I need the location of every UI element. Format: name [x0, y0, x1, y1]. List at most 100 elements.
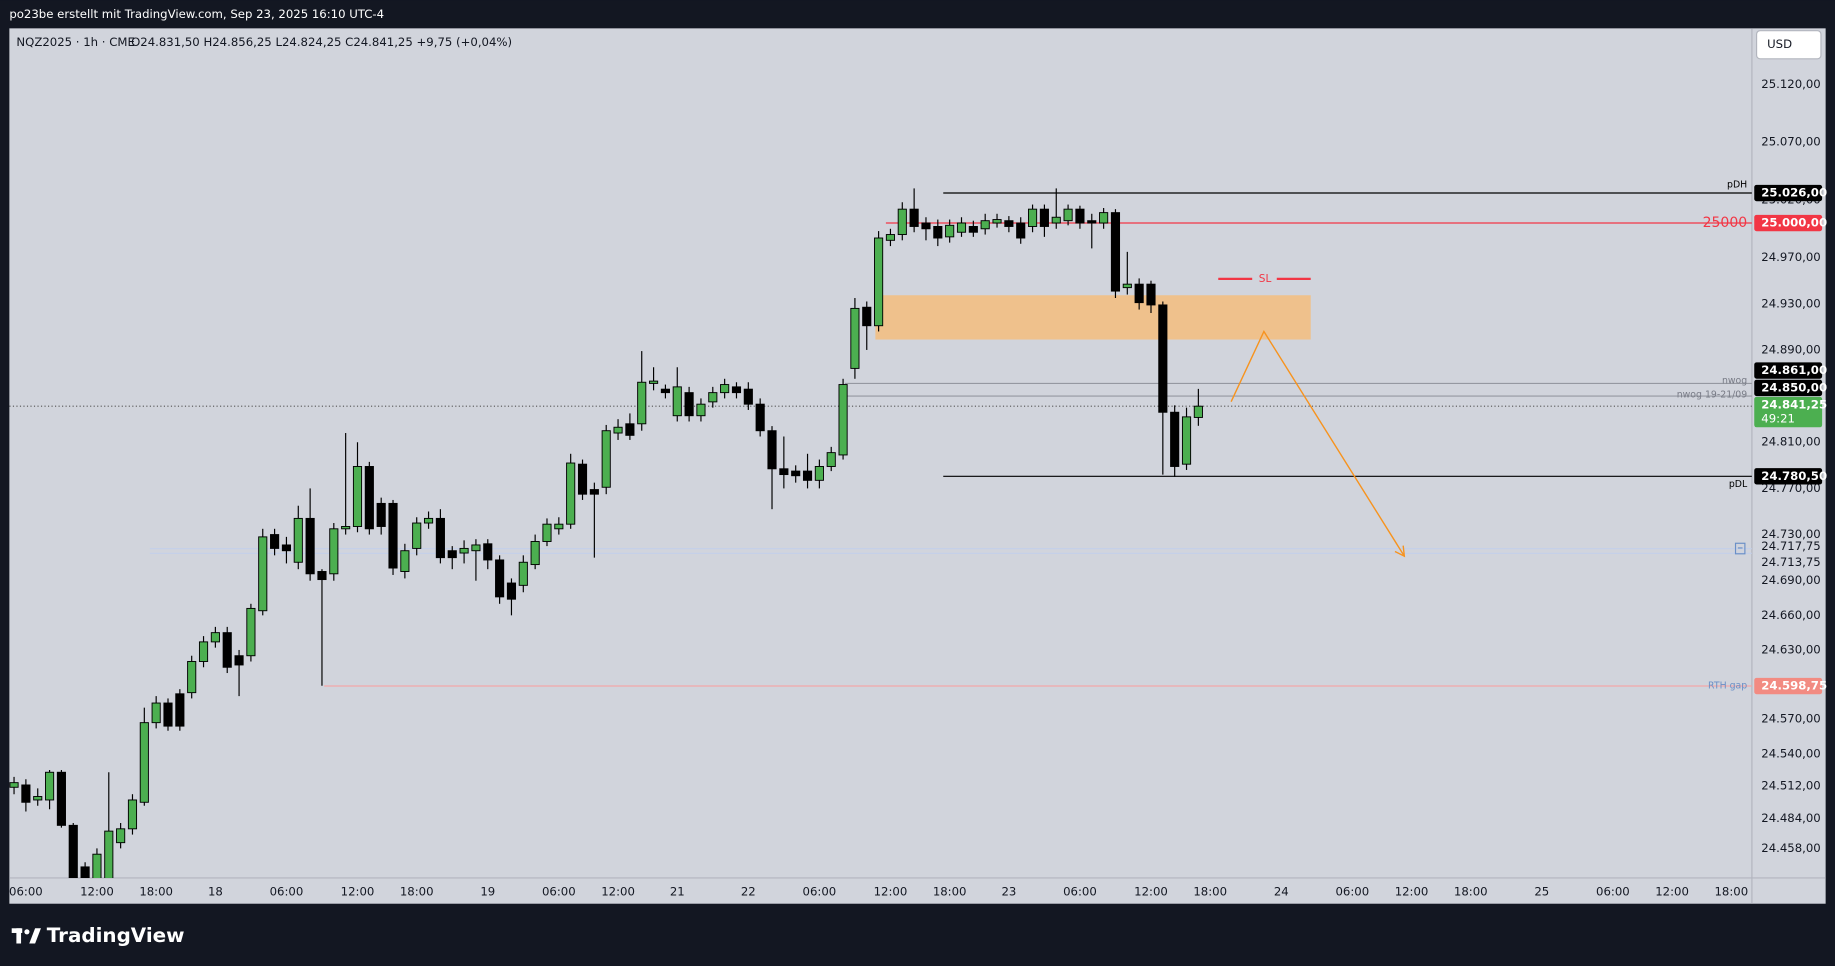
candle-body [1075, 208, 1085, 224]
x-tick-label: 18:00 [1193, 885, 1227, 899]
candle-body [1051, 216, 1061, 224]
candle-body [897, 208, 907, 236]
candle-body [554, 523, 564, 530]
candle-body [791, 470, 801, 477]
candle-body [293, 517, 303, 563]
candle-body [139, 722, 149, 803]
x-tick-label: 12:00 [341, 885, 375, 899]
level-name: nwog 19-21/09 [1677, 389, 1748, 400]
candle-body [45, 771, 55, 801]
price-badge [1754, 184, 1823, 202]
x-tick-label: 12:00 [1134, 885, 1168, 899]
candle-body [1110, 212, 1121, 292]
x-tick-label: 18:00 [1454, 885, 1488, 899]
price-badge [1754, 362, 1823, 379]
candle-body [838, 384, 848, 456]
level-name: RTH gap [1708, 681, 1747, 692]
candle-body [577, 463, 588, 495]
chart-background [9, 28, 1826, 904]
candle-body [222, 632, 232, 668]
x-tick-label: 06:00 [1335, 885, 1369, 899]
price-badge-label: 25.026,00 [1761, 186, 1827, 200]
candle-body [945, 224, 955, 238]
candle-body [1087, 220, 1097, 224]
x-tick-label: 23 [1001, 885, 1016, 899]
x-tick-label: 12:00 [1395, 885, 1429, 899]
logo-text: TradingView [47, 924, 185, 947]
candle-body [1039, 208, 1049, 227]
x-tick-label: 18:00 [139, 885, 173, 899]
candle-body [601, 430, 611, 488]
candle-body [1016, 222, 1026, 239]
candle-body [684, 392, 694, 417]
currency-box[interactable] [1756, 30, 1822, 60]
currency[interactable]: USD [1767, 37, 1792, 51]
candle-body [1063, 208, 1073, 222]
x-tick-label: 12:00 [601, 885, 635, 899]
y-tick-label: 24.458,00 [1761, 841, 1820, 855]
candle-body [743, 388, 753, 405]
candle-body [968, 226, 978, 233]
x-tick-label: 18:00 [400, 885, 434, 899]
y-tick-label: 24.512,00 [1761, 779, 1820, 793]
y-tick-label: 24.570,00 [1761, 712, 1820, 726]
candle-body [530, 541, 540, 566]
level-name: nwog [1722, 376, 1747, 387]
x-tick-label: 06:00 [1596, 885, 1630, 899]
candle-body [814, 466, 824, 481]
price-zone [875, 295, 1311, 340]
candle-body [187, 661, 197, 694]
y-tick-label: 24.890,00 [1761, 342, 1820, 356]
x-tick-label: 12:00 [80, 885, 114, 899]
candle-body [56, 771, 66, 826]
x-tick-label: 19 [480, 885, 495, 899]
candle-body [885, 234, 896, 241]
candle-body [400, 550, 410, 572]
y-tick-label: 24.660,00 [1761, 608, 1820, 622]
candle-body [672, 386, 682, 417]
candle-body [447, 550, 457, 559]
candle-body [412, 522, 422, 549]
candle-body [992, 219, 1002, 224]
candle-body [376, 502, 386, 527]
y-tick-label: 25.070,00 [1761, 135, 1820, 149]
x-tick-label: 06:00 [270, 885, 304, 899]
countdown: 49:21 [1761, 412, 1795, 426]
candle-body [175, 693, 185, 727]
candle-body [542, 523, 552, 542]
ohlc-legend: O24.831,50 H24.856,25 L24.824,25 C24.841… [131, 35, 512, 49]
candle-body [305, 517, 315, 575]
candle-body [956, 222, 967, 233]
level-name: pDL [1729, 479, 1748, 490]
candle-body [696, 403, 706, 417]
candle-body [246, 607, 256, 657]
projection-arrow [1230, 329, 1405, 557]
candle-body [980, 220, 990, 230]
candle-body [518, 561, 528, 586]
price-label: 24.713,75 [1761, 555, 1820, 569]
candle-body [483, 543, 493, 561]
candle-body [1004, 220, 1014, 227]
candle-body [755, 403, 765, 432]
x-tick-label: 12:00 [1655, 885, 1689, 899]
candle-body [589, 489, 599, 495]
candle-body [1193, 405, 1203, 418]
candle-body [364, 466, 374, 530]
y-tick-label: 24.930,00 [1761, 296, 1820, 310]
candle-body [317, 571, 327, 581]
price-badge-label: 25.000,00 [1761, 216, 1827, 230]
candle-body [1134, 283, 1144, 304]
symbol: NQZ2025 · 1h · CME [16, 35, 134, 49]
candle-body [198, 641, 209, 662]
x-tick-label: 06:00 [542, 885, 576, 899]
y-tick-label: 24.484,00 [1761, 811, 1820, 825]
last-price-label: 24.841,25 [1761, 398, 1827, 412]
candle-body [566, 462, 576, 525]
price-badge-label: 24.780,50 [1761, 469, 1827, 483]
candle-body [388, 502, 398, 569]
x-tick-label: 06:00 [9, 885, 43, 899]
candle-body [21, 784, 31, 803]
candle-body [9, 782, 19, 788]
